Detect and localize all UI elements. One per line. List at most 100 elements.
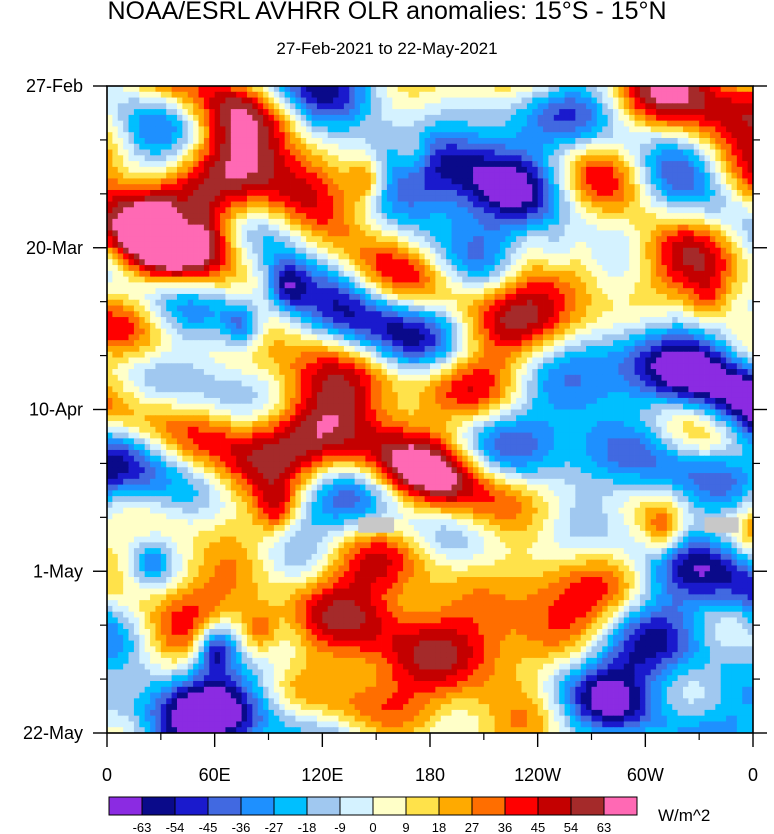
heatmap-cell [613,155,619,162]
heatmap-cell [112,120,119,127]
heatmap-cell [214,86,221,93]
heatmap-cell [548,207,555,214]
heatmap-cell [408,322,415,330]
heatmap-cell [731,299,738,306]
heatmap-cell [699,230,705,237]
heatmap-cell [311,270,318,278]
heatmap-cell [273,126,280,133]
heatmap-cell [171,91,178,98]
heatmap-cell [338,236,345,243]
heatmap-cell [440,282,447,289]
heatmap-cell [456,317,463,324]
heatmap-cell [166,109,172,116]
heatmap-cell [543,109,549,116]
heatmap-cell [645,195,652,202]
heatmap-cell [726,91,732,98]
heatmap-cell [709,293,716,301]
heatmap-cell [343,322,350,330]
heatmap-cell [413,103,420,110]
heatmap-cell [516,253,522,260]
heatmap-cell [446,265,452,272]
heatmap-cell [747,109,754,116]
heatmap-cell [483,259,490,266]
heatmap-cell [440,299,447,306]
heatmap-cell [510,86,517,93]
heatmap-cell [403,137,409,145]
heatmap-cell [413,178,420,185]
heatmap-cell [133,247,140,254]
heatmap-cell [220,236,226,243]
heatmap-cell [720,253,727,260]
heatmap-cell [483,155,490,162]
heatmap-cell [478,132,485,139]
heatmap-cell [553,305,560,312]
heatmap-cell [699,97,705,104]
heatmap-cell [408,120,415,127]
heatmap-cell [602,276,609,283]
heatmap-cell [440,189,447,197]
heatmap-cell [564,155,571,162]
heatmap-cell [516,311,522,318]
heatmap-cell [316,91,323,98]
heatmap-cell [473,207,479,214]
heatmap-cell [726,143,732,150]
heatmap-cell [537,317,544,324]
heatmap-cell [182,270,189,278]
heatmap-cell [591,97,598,104]
heatmap-cell [532,137,539,145]
heatmap-cell [559,253,565,260]
heatmap-cell [257,143,264,150]
heatmap-cell [257,189,264,197]
heatmap-cell [559,247,565,254]
heatmap-cell [747,259,754,266]
heatmap-cell [747,189,754,197]
heatmap-cell [273,288,280,295]
heatmap-cell [510,149,517,156]
heatmap-cell [623,282,630,289]
heatmap-cell [726,270,732,278]
heatmap-cell [160,265,167,272]
heatmap-cell [580,91,587,98]
heatmap-cell [666,270,673,278]
heatmap-cell [171,149,178,156]
heatmap-cell [117,103,124,110]
heatmap-cell [225,120,232,127]
heatmap-cell [629,207,635,214]
heatmap-cell [596,230,603,237]
heatmap-cell [257,288,264,295]
heatmap-cell [510,207,517,214]
heatmap-cell [742,224,749,231]
heatmap-cell [499,293,506,301]
heatmap-cell [171,253,178,260]
heatmap-cell [408,224,415,231]
heatmap-cell [489,132,495,139]
heatmap-cell [548,259,555,266]
heatmap-cell [354,259,361,266]
heatmap-cell [139,132,146,139]
heatmap-cell [602,236,609,243]
heatmap-cell [322,253,329,260]
heatmap-cell [338,143,345,150]
heatmap-cell [688,103,695,110]
heatmap-cell [639,195,646,202]
heatmap-cell [731,166,738,174]
heatmap-cell [559,218,565,226]
heatmap-cell [257,305,264,312]
heatmap-cell [112,213,119,220]
heatmap-cell [236,103,242,110]
heatmap-cell [650,109,657,116]
heatmap-cell [569,201,576,208]
heatmap-cell [726,265,732,272]
heatmap-cell [182,143,189,150]
heatmap-cell [623,91,630,98]
heatmap-cell [268,293,275,301]
heatmap-cell [607,299,614,306]
heatmap-cell [333,86,339,93]
heatmap-cell [419,97,426,104]
heatmap-cell [623,137,630,145]
heatmap-cell [311,120,318,127]
heatmap-cell [209,276,216,283]
heatmap-cell [683,137,689,145]
heatmap-cell [613,97,619,104]
heatmap-cell [505,317,512,324]
